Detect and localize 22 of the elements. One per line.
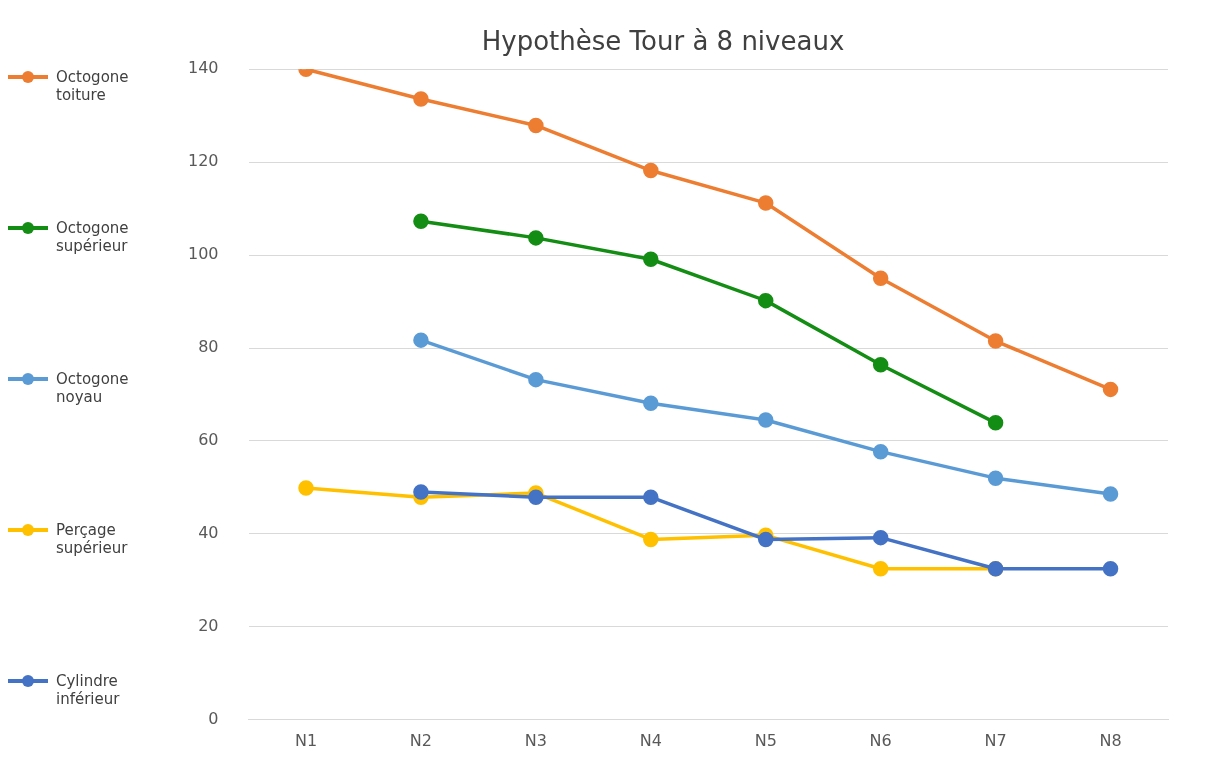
- legend-label: Octogone toiture: [56, 68, 130, 104]
- y-tick-label: 60: [198, 430, 219, 450]
- x-tick-label: N3: [524, 730, 547, 750]
- y-tick-label: 100: [187, 244, 219, 264]
- legend-label: Octogone noyau: [56, 370, 130, 406]
- x-tick-label: N2: [409, 730, 433, 750]
- y-tick-label: 20: [198, 616, 219, 636]
- y-tick-label: 120: [187, 151, 219, 171]
- y-tick-label: 0: [208, 708, 219, 728]
- x-tick-label: N6: [869, 730, 892, 750]
- y-tick-label: 80: [198, 337, 219, 357]
- x-tick-label: N4: [639, 730, 662, 750]
- x-tick-label: N1: [294, 730, 318, 750]
- legend-label: Octogone supérieur: [56, 219, 130, 255]
- x-tick-label: N7: [984, 730, 1007, 750]
- legend-label: Perçage supérieur: [56, 521, 129, 557]
- chart-title: Hypothèse Tour à 8 niveaux: [481, 26, 845, 57]
- legend-label: Cylindre inférieur: [56, 672, 121, 708]
- x-tick-label: N8: [1099, 730, 1122, 750]
- y-tick-label: 40: [198, 523, 219, 543]
- y-tick-label: 140: [187, 58, 219, 78]
- x-tick-label: N5: [754, 730, 777, 750]
